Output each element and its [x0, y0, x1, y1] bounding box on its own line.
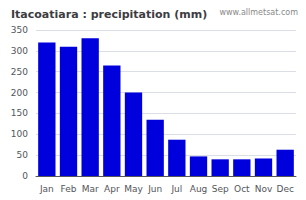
svg-text:Aug: Aug [190, 184, 208, 194]
svg-text:May: May [124, 184, 143, 194]
svg-text:200: 200 [11, 88, 28, 98]
svg-text:Dec: Dec [276, 184, 293, 194]
svg-text:0: 0 [22, 171, 28, 181]
svg-text:Jun: Jun [147, 184, 162, 194]
svg-text:350: 350 [11, 25, 28, 35]
svg-text:300: 300 [11, 46, 28, 56]
svg-text:Jan: Jan [39, 184, 54, 194]
svg-text:Jul: Jul [170, 184, 182, 194]
svg-text:Itacoatiara : precipitation (m: Itacoatiara : precipitation (mm) [11, 8, 207, 21]
svg-text:Feb: Feb [61, 184, 77, 194]
svg-text:Mar: Mar [82, 184, 99, 194]
svg-text:100: 100 [11, 129, 28, 139]
svg-text:www.allmetsat.com: www.allmetsat.com [220, 8, 299, 17]
svg-text:Sep: Sep [212, 184, 229, 194]
svg-text:Nov: Nov [255, 184, 273, 194]
svg-text:Apr: Apr [104, 184, 120, 194]
svg-text:Oct: Oct [234, 184, 250, 194]
svg-text:50: 50 [17, 150, 29, 160]
svg-text:150: 150 [11, 108, 28, 118]
svg-text:250: 250 [11, 67, 28, 77]
